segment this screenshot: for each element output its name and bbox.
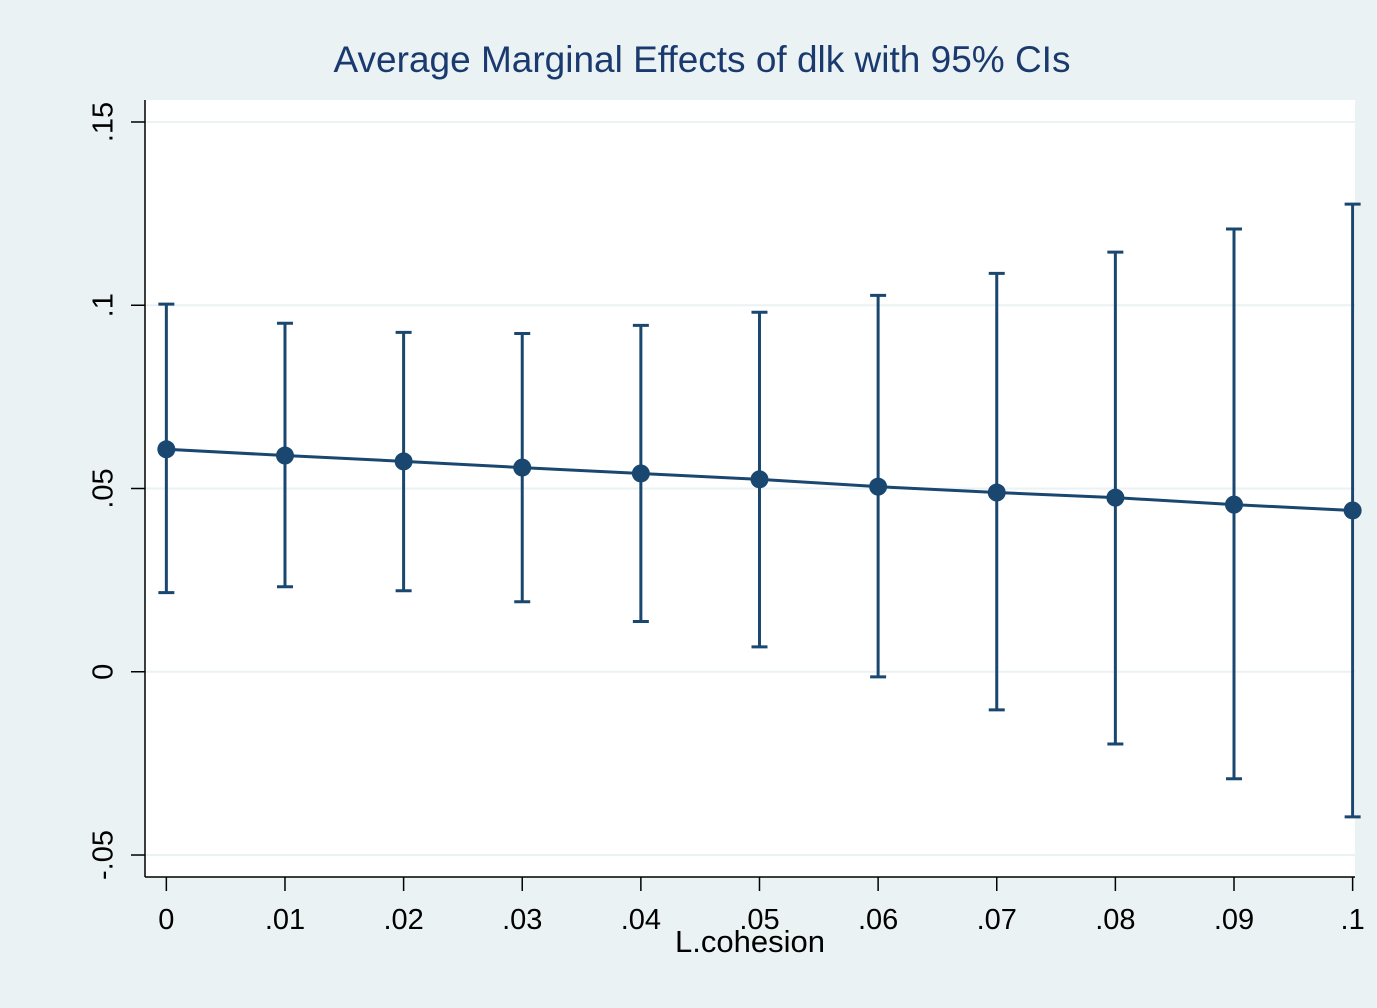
x-tick-label: .06 [858,904,898,936]
x-tick-label: .07 [977,904,1017,936]
x-tick-label: .02 [383,904,423,936]
x-tick-label: .1 [1341,904,1365,936]
chart-title: Average Marginal Effects of dlk with 95%… [334,39,1071,80]
y-tick-label: 0 [88,664,120,680]
point [1106,488,1125,507]
point [1343,501,1362,520]
x-tick-label: .09 [1214,904,1254,936]
y-tick-label: -.05 [88,830,120,880]
point [275,446,294,465]
x-tick-label: .05 [739,904,779,936]
point [631,464,650,483]
y-tick-label: .15 [88,102,120,142]
x-tick-label: 0 [158,904,174,936]
point [869,477,888,496]
x-tick-label: .03 [502,904,542,936]
point [987,483,1006,502]
x-tick-label: .04 [621,904,661,936]
point [513,458,532,477]
y-tick-label: .05 [88,468,120,508]
x-axis-title: L.cohesion [675,924,825,959]
point [157,440,176,459]
x-tick-label: .01 [265,904,305,936]
point [394,452,413,471]
y-tick-label: .1 [88,293,120,317]
point [1225,495,1243,514]
x-tick-label: .08 [1095,904,1135,936]
point [750,470,769,489]
